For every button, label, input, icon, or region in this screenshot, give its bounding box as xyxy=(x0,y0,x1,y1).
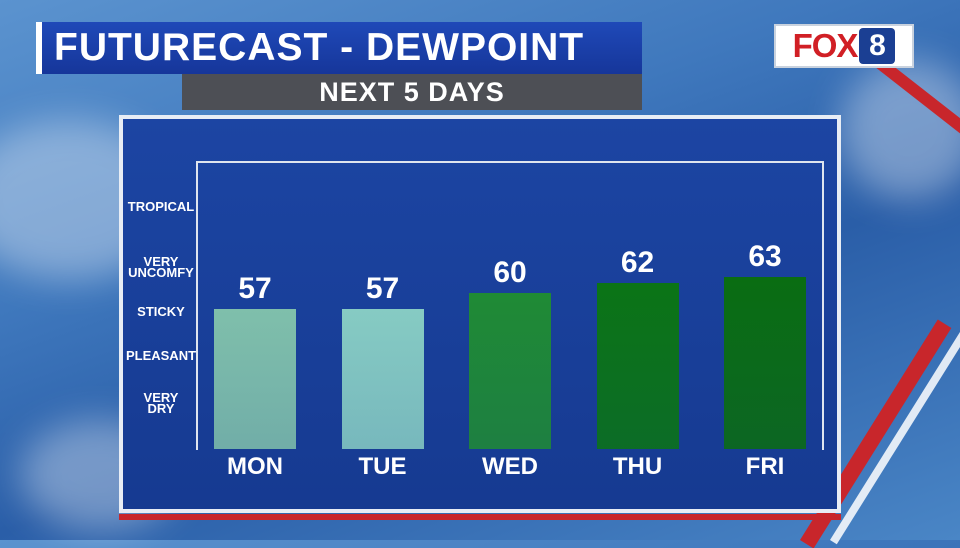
page-subtitle: NEXT 5 DAYS xyxy=(182,74,642,110)
day-label-wed: WED xyxy=(482,453,538,480)
bar-mon xyxy=(214,308,296,449)
page-title: FUTURECAST - DEWPOINT xyxy=(36,22,642,74)
bar-value-label: 57 xyxy=(365,271,400,305)
day-label-mon: MON xyxy=(227,453,283,480)
bar-tue xyxy=(341,308,424,449)
fox8-logo: FOX 8 xyxy=(774,24,914,68)
bar-value-label: 57 xyxy=(238,271,272,305)
bar-wed xyxy=(469,293,551,449)
day-label-thu: THU xyxy=(612,453,663,480)
logo-brand: FOX xyxy=(792,27,859,64)
comfort-label-tropical: TROPICAL xyxy=(127,199,195,214)
plot-frame xyxy=(196,161,824,450)
comfort-label-pleasant: PLEASANT xyxy=(125,348,197,363)
day-label-tue: TUE xyxy=(358,453,407,480)
day-label-fri: FRI xyxy=(745,453,785,480)
comfort-label-sticky: STICKY xyxy=(137,304,185,319)
bar-thu xyxy=(596,282,679,449)
bar-fri xyxy=(724,277,806,449)
bar-value-label: 60 xyxy=(493,256,527,289)
bar-value-label: 62 xyxy=(620,245,655,279)
comfort-label-very-uncomfy: VERY UNCOMFY xyxy=(128,254,194,280)
bar-value-label: 63 xyxy=(748,240,782,274)
comfort-label-very-dry: VERY DRY xyxy=(143,390,179,416)
white-stripe-decoration xyxy=(830,319,960,545)
panel-red-underline xyxy=(119,514,841,520)
logo-channel: 8 xyxy=(859,28,896,64)
